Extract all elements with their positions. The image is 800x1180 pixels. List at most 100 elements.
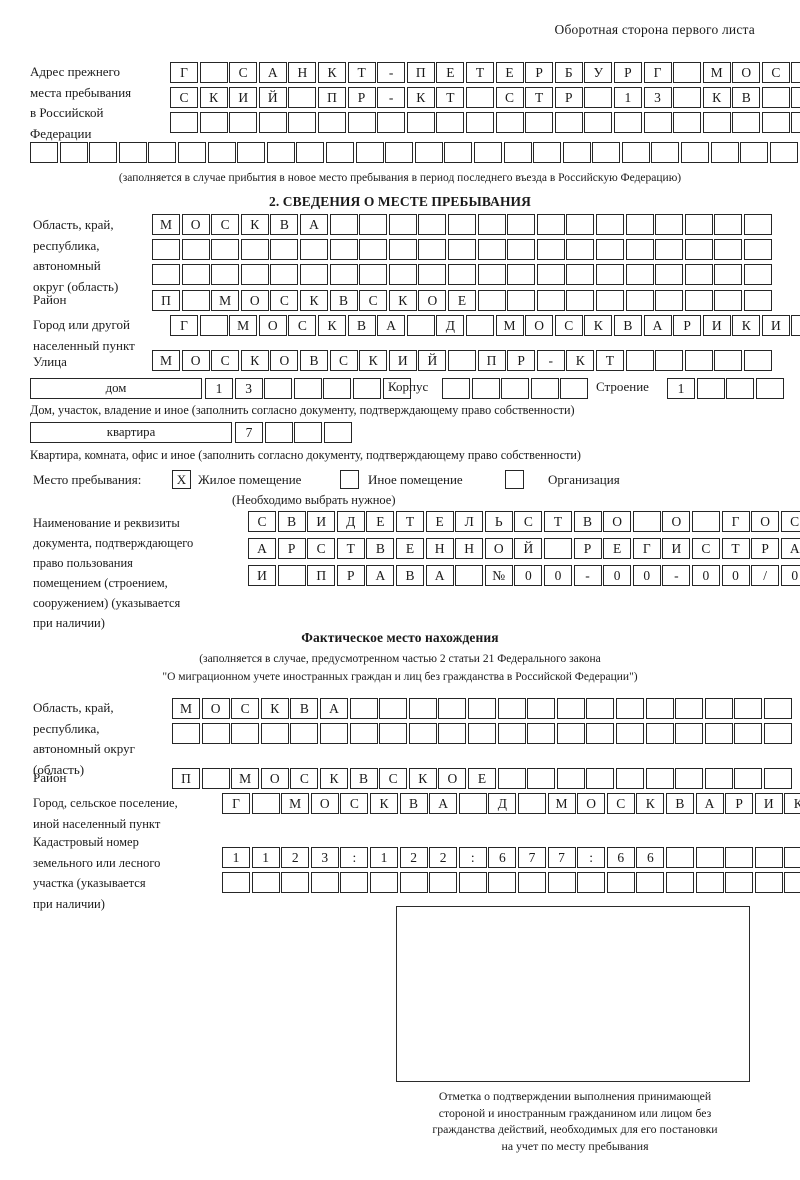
char-cell[interactable]: О [418, 290, 447, 311]
char-cell[interactable] [527, 768, 556, 789]
char-cell[interactable]: М [281, 793, 310, 814]
char-cell[interactable] [264, 378, 293, 399]
char-cell[interactable]: О [201, 698, 230, 719]
char-cell[interactable] [181, 239, 210, 260]
char-cell[interactable] [310, 872, 339, 893]
char-cell[interactable]: С [495, 87, 524, 108]
char-cell[interactable] [665, 847, 694, 868]
char-cell[interactable] [382, 378, 411, 399]
char-cell[interactable] [517, 793, 546, 814]
char-cell[interactable]: Н [288, 62, 317, 83]
char-cell[interactable]: К [299, 290, 328, 311]
char-cell[interactable] [170, 112, 198, 133]
char-cell[interactable] [791, 112, 800, 133]
char-cell[interactable]: Т [465, 62, 494, 83]
char-cell[interactable] [732, 112, 761, 133]
char-cell[interactable] [566, 214, 595, 235]
char-cell[interactable] [556, 723, 585, 744]
char-cell[interactable] [714, 290, 743, 311]
char-cell[interactable]: В [366, 538, 395, 559]
char-cell[interactable] [625, 350, 654, 371]
char-cell[interactable] [497, 698, 526, 719]
char-cell[interactable]: В [347, 315, 376, 336]
char-cell[interactable]: - [377, 62, 406, 83]
char-cell[interactable] [294, 422, 323, 443]
char-cell[interactable] [488, 872, 517, 893]
char-cell[interactable] [714, 264, 743, 285]
char-cell[interactable] [277, 565, 306, 586]
char-cell[interactable]: А [248, 538, 276, 559]
char-cell[interactable]: А [429, 793, 458, 814]
char-cell[interactable] [691, 511, 720, 532]
char-cell[interactable] [447, 239, 476, 260]
char-cell[interactable]: С [691, 538, 720, 559]
char-cell[interactable]: Т [395, 511, 424, 532]
char-cell[interactable] [349, 723, 378, 744]
char-cell[interactable]: № [484, 565, 513, 586]
char-cell[interactable]: 0 [721, 565, 750, 586]
char-cell[interactable] [152, 264, 180, 285]
char-cell[interactable] [755, 378, 784, 399]
char-cell[interactable] [592, 142, 621, 163]
char-cell[interactable]: С [229, 62, 258, 83]
char-cell[interactable]: С [554, 315, 583, 336]
char-cell[interactable]: Р [554, 87, 583, 108]
char-cell[interactable]: В [277, 511, 306, 532]
prev-address-row-4[interactable] [30, 142, 798, 163]
char-cell[interactable]: О [577, 793, 606, 814]
char-cell[interactable]: О [240, 290, 269, 311]
region-row-3[interactable] [152, 264, 772, 285]
char-cell[interactable]: А [319, 698, 348, 719]
char-cell[interactable]: Е [447, 290, 476, 311]
char-cell[interactable]: 0 [780, 565, 800, 586]
char-cell[interactable] [442, 378, 470, 399]
char-cell[interactable] [684, 214, 713, 235]
char-cell[interactable] [467, 723, 496, 744]
char-cell[interactable] [606, 872, 635, 893]
char-cell[interactable] [651, 142, 680, 163]
char-cell[interactable] [229, 112, 258, 133]
char-cell[interactable] [527, 723, 556, 744]
char-cell[interactable]: К [784, 793, 800, 814]
char-cell[interactable] [414, 142, 443, 163]
char-cell[interactable]: 1 [613, 87, 642, 108]
char-cell[interactable] [377, 112, 406, 133]
char-cell[interactable] [497, 723, 526, 744]
char-cell[interactable] [323, 422, 352, 443]
char-cell[interactable] [655, 264, 684, 285]
char-cell[interactable]: 7 [791, 87, 800, 108]
char-cell[interactable]: А [366, 565, 395, 586]
char-cell[interactable]: О [732, 62, 761, 83]
char-cell[interactable] [359, 239, 388, 260]
char-cell[interactable]: Н [455, 538, 484, 559]
char-cell[interactable] [251, 872, 280, 893]
char-cell[interactable] [471, 378, 500, 399]
prev-address-row-3[interactable] [170, 112, 800, 133]
char-cell[interactable] [299, 239, 328, 260]
char-cell[interactable] [684, 350, 713, 371]
char-cell[interactable] [359, 214, 388, 235]
char-cell[interactable] [264, 422, 293, 443]
char-cell[interactable]: К [240, 350, 269, 371]
char-cell[interactable]: А [643, 315, 672, 336]
char-cell[interactable]: У [584, 62, 613, 83]
char-cell[interactable]: О [258, 315, 287, 336]
char-cell[interactable] [458, 793, 487, 814]
char-cell[interactable] [673, 62, 702, 83]
char-cell[interactable]: : [340, 847, 369, 868]
document-row-1[interactable]: СВИДЕТЕЛЬСТВООГОСУД [248, 511, 800, 532]
char-cell[interactable]: М [211, 290, 240, 311]
char-cell[interactable] [645, 698, 674, 719]
char-cell[interactable] [517, 872, 546, 893]
char-cell[interactable] [595, 290, 624, 311]
char-cell[interactable]: Й [418, 350, 447, 371]
char-cell[interactable] [258, 112, 287, 133]
char-cell[interactable] [533, 142, 562, 163]
char-cell[interactable] [684, 290, 713, 311]
char-cell[interactable] [761, 112, 790, 133]
